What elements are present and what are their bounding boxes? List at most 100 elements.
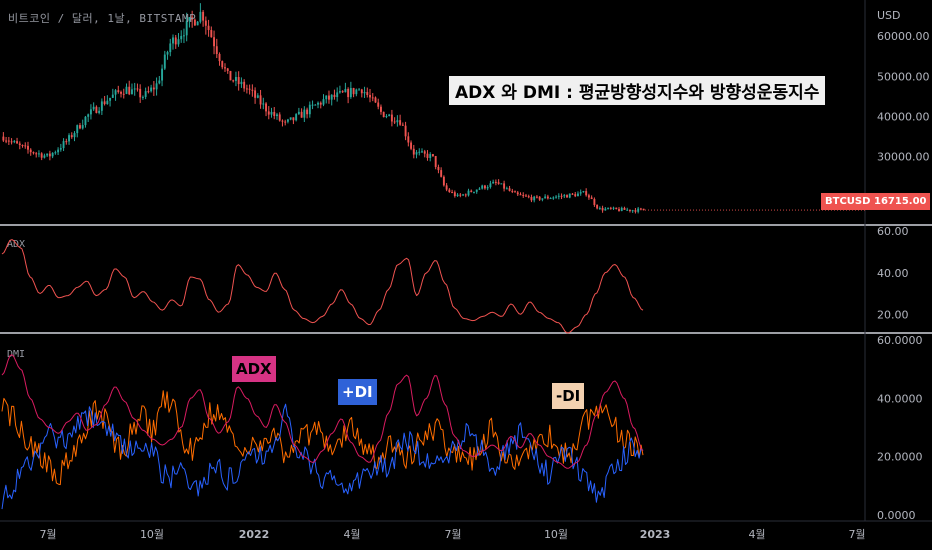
candle-body: [191, 17, 194, 20]
candle-body: [596, 204, 599, 209]
candle-body: [399, 120, 402, 125]
candle-body: [76, 125, 79, 134]
minus-di-annotation: -DI: [552, 383, 585, 409]
candle-body: [311, 104, 314, 106]
candle-body: [404, 125, 407, 137]
candle-body: [59, 148, 62, 150]
candle-body: [563, 195, 566, 197]
dmi-tick-label: 0.0000: [877, 509, 916, 522]
adx-tick-label: 60.00: [877, 225, 909, 238]
candle-body: [442, 176, 445, 186]
candle-body: [215, 46, 218, 54]
candle-body: [188, 17, 191, 21]
candle-body: [571, 193, 574, 195]
candle-body: [533, 196, 536, 201]
candle-body: [278, 114, 281, 121]
adx-tick-label: 40.00: [877, 267, 909, 280]
candle-body: [306, 109, 309, 115]
candle-body: [114, 90, 117, 95]
candle-body: [182, 35, 185, 37]
candle-body: [642, 208, 645, 211]
candle-body: [546, 196, 549, 199]
candle-body: [213, 37, 216, 47]
candle-body: [333, 94, 336, 98]
time-tick-label: 10월: [544, 528, 568, 541]
candle-body: [519, 194, 522, 196]
time-tick-label: 4월: [343, 528, 360, 541]
symbol-title[interactable]: 비트코인 / 달러, 1날, BITSTAMP: [8, 12, 197, 25]
candle-body: [243, 81, 246, 89]
candle-body: [431, 154, 434, 157]
candle-body: [628, 209, 631, 211]
candle-body: [566, 195, 568, 198]
candle-body: [639, 208, 642, 210]
candle-body: [27, 145, 29, 150]
candle-body: [467, 190, 470, 196]
candle-body: [136, 88, 139, 90]
candle-body: [292, 117, 295, 121]
candle-body: [281, 120, 284, 122]
candle-body: [390, 114, 393, 122]
candle-body: [451, 192, 454, 194]
candle-body: [601, 207, 604, 211]
candle-body: [549, 198, 552, 200]
candle-body: [434, 156, 437, 167]
candle-body: [144, 91, 147, 97]
candle-body: [229, 70, 232, 81]
candle-body: [380, 106, 382, 112]
candle-body: [325, 95, 328, 100]
chart-title-overlay: ADX 와 DMI : 평균방향성지수와 방향성운동지수: [449, 76, 826, 105]
candle-body: [590, 197, 593, 200]
candle-body: [560, 195, 563, 197]
candle-body: [330, 94, 333, 100]
candle-body: [497, 182, 500, 184]
candle-body: [577, 193, 579, 197]
candle-body: [631, 210, 634, 212]
candle-body: [344, 88, 347, 93]
candle-body: [111, 94, 114, 98]
candle-body: [2, 136, 5, 141]
candle-body: [516, 192, 519, 195]
candle-body: [544, 196, 547, 199]
time-axis[interactable]: 7월 10월 2022 4월 7월 10월 2023 4월 7월: [39, 528, 865, 541]
candle-body: [615, 207, 618, 210]
candle-body: [273, 111, 276, 117]
candle-body: [527, 196, 530, 198]
candle-body: [587, 195, 590, 198]
candle-body: [382, 111, 385, 118]
candle-body: [152, 87, 155, 90]
candle-body: [262, 103, 265, 105]
candle-body: [180, 35, 183, 40]
candle-body: [489, 183, 492, 188]
candle-body: [79, 125, 81, 129]
price-candles: [2, 3, 865, 214]
candle-body: [7, 140, 10, 142]
candle-body: [95, 106, 98, 113]
candle-body: [530, 197, 533, 201]
price-axis[interactable]: USD60000.0050000.0040000.0030000.0020000…: [877, 9, 930, 204]
candle-body: [224, 67, 226, 69]
candle-body: [418, 151, 421, 153]
candle-body: [256, 95, 259, 98]
price-tick-label: 40000.00: [877, 111, 930, 124]
candle-body: [48, 153, 51, 157]
candle-body: [141, 96, 144, 98]
candle-body: [374, 97, 377, 103]
candle-body: [352, 88, 355, 95]
candle-body: [555, 196, 558, 198]
candle-body: [410, 142, 413, 149]
dmi-tick-label: 60.0000: [877, 334, 923, 347]
candle-body: [363, 92, 366, 94]
candle-body: [456, 194, 459, 197]
adx-line: [1, 239, 644, 334]
candle-body: [43, 155, 46, 158]
candle-body: [177, 39, 180, 45]
candle-body: [448, 189, 451, 193]
candle-body: [360, 89, 363, 94]
candle-body: [265, 103, 267, 112]
adx-dmi-line: [1, 354, 644, 469]
candle-body: [445, 185, 448, 190]
candle-body: [522, 195, 525, 197]
